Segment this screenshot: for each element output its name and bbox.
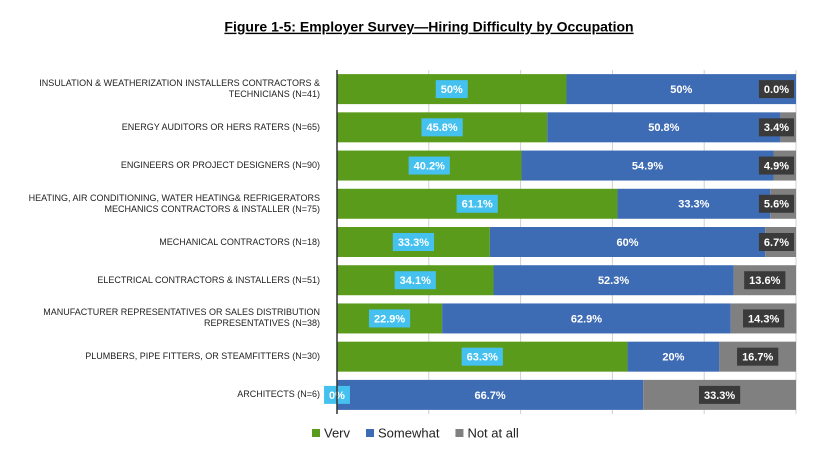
data-label: 3.4%	[758, 118, 794, 137]
bar-segment	[617, 188, 771, 219]
data-label-box	[743, 309, 785, 328]
y-tick-label: MANUFACTURER REPRESENTATIVES OR SALES DI…	[43, 307, 320, 329]
data-label-text: 63.3%	[467, 352, 498, 364]
data-label: 0.0%	[758, 80, 794, 99]
data-label-text: 54.9%	[632, 160, 663, 172]
bar-segment	[493, 265, 734, 296]
legend-swatch	[366, 429, 375, 437]
bar-segment	[489, 227, 766, 257]
data-label-box	[421, 118, 463, 137]
data-label-text: 33.3%	[398, 237, 429, 249]
data-label-box	[758, 233, 794, 251]
data-label-text: 66.7%	[474, 390, 505, 402]
legend-label: Not at all	[467, 425, 518, 440]
y-tick-label: PLUMBERS, PIPE FITTERS, OR STEAMFITTERS …	[85, 351, 320, 362]
data-label: 60%	[617, 237, 639, 249]
bar-segment	[566, 74, 796, 105]
data-label-text: 50.8%	[648, 122, 679, 134]
data-label-text: 16.7%	[742, 352, 773, 364]
data-label-box	[408, 156, 450, 175]
data-label: 62.9%	[571, 313, 602, 325]
data-label: 33.3%	[698, 385, 741, 404]
data-label-box	[758, 80, 794, 99]
data-label-box	[392, 233, 435, 251]
data-label-box	[744, 271, 786, 290]
data-label: 5.6%	[758, 194, 794, 213]
data-label-text: 33.3%	[678, 199, 709, 211]
data-label-box	[368, 309, 411, 328]
data-label: 16.7%	[737, 347, 779, 366]
data-label-text: 60%	[617, 237, 639, 249]
data-label: 50%	[670, 84, 692, 96]
legend-swatch	[312, 429, 320, 437]
chart-title: Figure 1-5: Employer Survey—Hiring Diffi…	[224, 19, 633, 35]
bar-segment	[337, 379, 644, 410]
data-label-box	[758, 194, 794, 213]
data-label: 13.6%	[744, 271, 786, 290]
data-label: 54.9%	[632, 160, 663, 172]
data-label-text: 20%	[662, 352, 684, 364]
data-label: 63.3%	[461, 347, 503, 366]
y-tick-label: ARCHITECTS (N=6)	[237, 389, 320, 400]
data-label: 20%	[662, 352, 684, 364]
data-label: 50.8%	[648, 122, 679, 134]
data-label-text: 22.9%	[374, 313, 405, 325]
data-label: 6.7%	[758, 233, 794, 251]
data-label-box	[435, 80, 468, 99]
y-tick-label: ELECTRICAL CONTRACTORS & INSTALLERS (N=5…	[97, 274, 320, 285]
data-label-text: 50%	[441, 84, 463, 96]
data-label-text: 4.9%	[764, 160, 789, 172]
data-label-text: 34.1%	[400, 275, 431, 287]
data-label-box	[758, 118, 794, 137]
data-label-box	[698, 385, 741, 404]
data-label: 66.7%	[474, 390, 505, 402]
data-label: 33.3%	[392, 233, 435, 251]
data-label-box	[456, 194, 498, 213]
data-label-text: 5.6%	[764, 199, 789, 211]
legend-swatch	[455, 429, 464, 437]
data-label: 45.8%	[421, 118, 463, 137]
data-label-text: 33.3%	[704, 390, 735, 402]
y-tick-label: MECHANICAL CONTRACTORS (N=18)	[159, 236, 320, 247]
bar-segment	[547, 112, 781, 143]
y-tick-label: ENGINEERS OR PROJECT DESIGNERS (N=90)	[120, 160, 320, 171]
data-label: 4.9%	[758, 156, 794, 175]
data-label: 52.3%	[598, 275, 629, 287]
data-label-text: 45.8%	[427, 122, 458, 134]
data-label-text: 3.4%	[764, 122, 789, 134]
data-label: 40.2%	[408, 156, 450, 175]
data-label: 33.3%	[678, 199, 709, 211]
data-label-text: 13.6%	[749, 275, 780, 287]
data-label-text: 14.3%	[748, 313, 779, 325]
y-tick-label: INSULATION & WEATHERIZATION INSTALLERS C…	[39, 78, 320, 100]
bar-segment	[521, 150, 774, 181]
bar-segment	[442, 303, 731, 334]
data-label: 50%	[435, 80, 468, 99]
data-label-box	[461, 347, 503, 366]
data-label-text: 50%	[670, 84, 692, 96]
data-label-text: 40.2%	[414, 160, 445, 172]
y-tick-label: HEATING, AIR CONDITIONING, WATER HEATING…	[28, 192, 320, 214]
data-label: 61.1%	[456, 194, 498, 213]
data-label-text: 62.9%	[571, 313, 602, 325]
data-label-box	[758, 156, 794, 175]
data-label-box	[737, 347, 779, 366]
y-tick-label: ENERGY AUDITORS OR HERS RATERS (N=65)	[121, 121, 320, 132]
bar-segment	[627, 341, 720, 372]
data-label: 22.9%	[368, 309, 411, 328]
data-label-text: 61.1%	[462, 199, 493, 211]
data-label: 14.3%	[743, 309, 785, 328]
data-label-box	[394, 271, 436, 290]
legend-label: Somewhat	[378, 425, 440, 440]
data-label-text: 0.0%	[764, 84, 789, 96]
data-label: 34.1%	[394, 271, 436, 290]
data-label-text: 6.7%	[764, 237, 789, 249]
legend-label: Verv	[324, 425, 351, 440]
data-label-text: 52.3%	[598, 275, 629, 287]
